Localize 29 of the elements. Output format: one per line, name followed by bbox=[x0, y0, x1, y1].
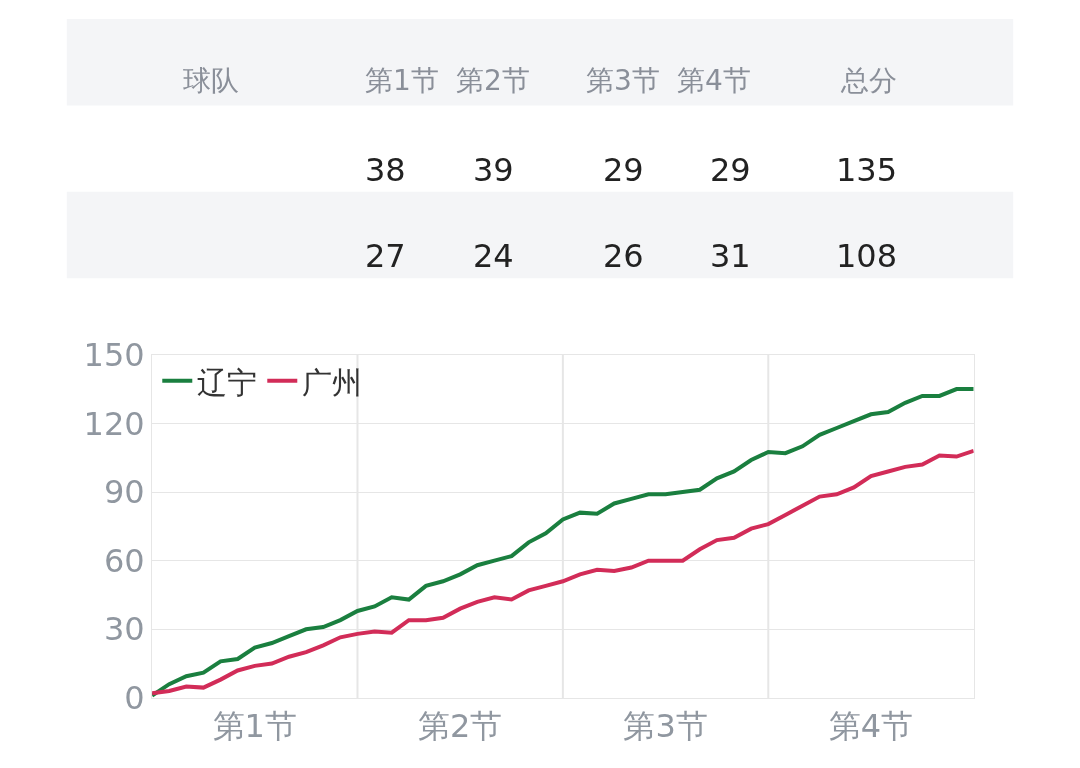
text: 135 bbox=[836, 151, 898, 189]
text: 第2节 bbox=[456, 64, 530, 97]
text: 39 bbox=[473, 151, 514, 189]
legend-label: 辽宁 bbox=[197, 364, 258, 400]
text: 27 bbox=[365, 237, 406, 275]
text: 31 bbox=[710, 237, 751, 275]
y-tick-label: 0 bbox=[124, 679, 145, 718]
text: 24 bbox=[473, 237, 514, 275]
text: 29 bbox=[710, 151, 751, 189]
text: 26 bbox=[603, 237, 644, 275]
text: 第3节 bbox=[586, 64, 660, 97]
y-tick-label: 30 bbox=[103, 610, 145, 649]
y-tick-label: 90 bbox=[103, 473, 145, 512]
x-tick-label: 第1节 bbox=[212, 707, 297, 746]
x-tick-label: 第3节 bbox=[623, 707, 708, 746]
x-tick-label: 第2节 bbox=[418, 707, 503, 746]
y-tick-label: 60 bbox=[103, 541, 145, 580]
y-tick-label: 150 bbox=[83, 336, 145, 374]
x-tick-label: 第4节 bbox=[828, 707, 914, 746]
text: 第1节 bbox=[365, 64, 439, 97]
text: 第4节 bbox=[677, 64, 751, 97]
text: 29 bbox=[603, 151, 644, 189]
text: 总分 bbox=[840, 64, 897, 97]
legend-label: 广州 bbox=[302, 364, 363, 400]
text: 球队 bbox=[183, 64, 239, 97]
text: 108 bbox=[836, 237, 898, 275]
y-tick-label: 120 bbox=[83, 404, 145, 443]
text: 38 bbox=[365, 151, 406, 189]
line-series bbox=[152, 448, 974, 696]
